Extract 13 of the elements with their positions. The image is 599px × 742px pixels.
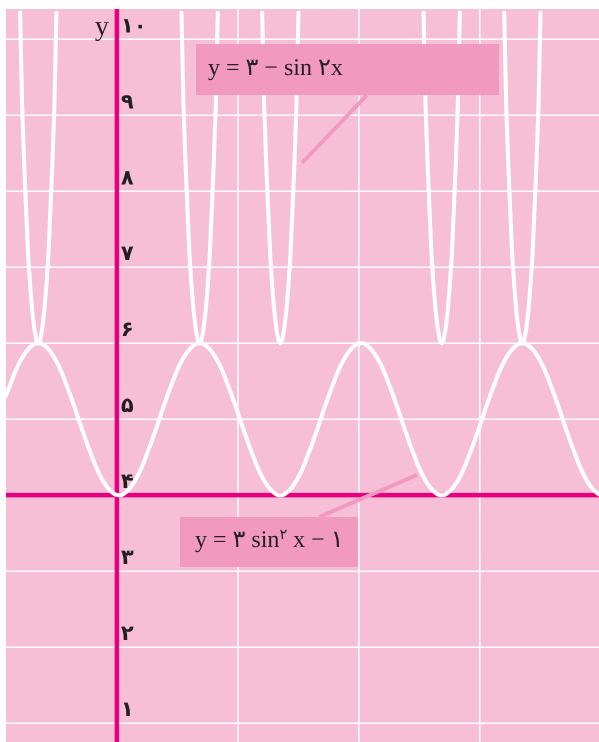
y-tick-label: ۷	[120, 241, 134, 266]
y-tick-label: ۸	[120, 165, 134, 190]
y-tick-label: ۱۰	[120, 13, 147, 38]
y-tick-label: ۶	[120, 317, 134, 342]
y-tick-label: ۱	[120, 696, 134, 721]
y-tick-label: ۳	[120, 545, 134, 570]
series-label: y = ۳ − sin ۲x	[208, 54, 343, 81]
y-axis-title: y	[94, 11, 109, 42]
y-tick-label: ۴	[120, 469, 134, 494]
y-tick-label: ۹	[120, 89, 134, 114]
series-label: y = ۳ sin$^{۲}$ x − ۱	[195, 527, 344, 553]
y-tick-label: ۲	[120, 621, 134, 646]
y-tick-label: ۵	[120, 393, 134, 418]
